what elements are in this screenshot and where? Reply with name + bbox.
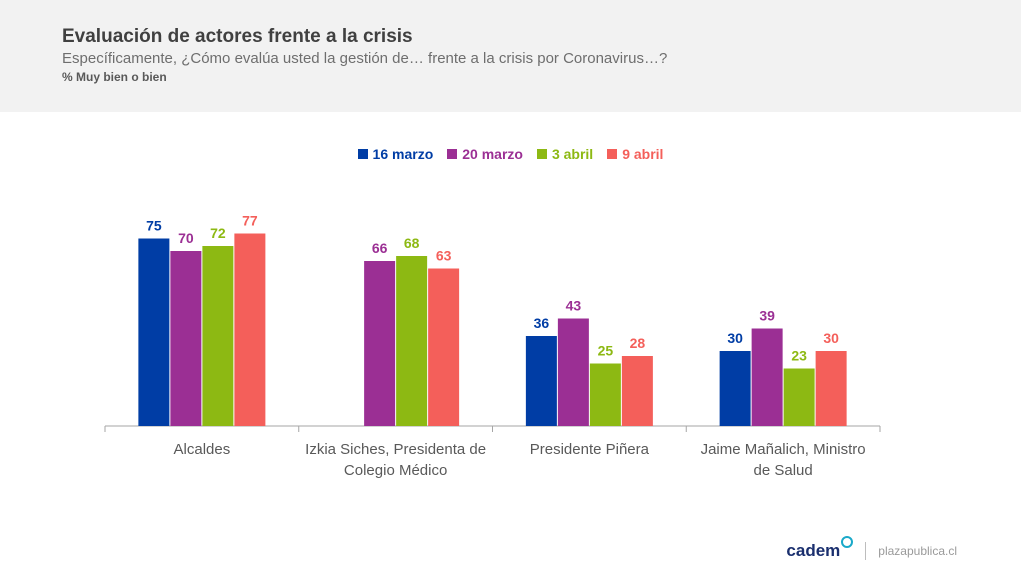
data-label: 72 <box>210 225 226 241</box>
data-label: 43 <box>566 298 582 314</box>
legend-item-0: 16 marzo <box>357 146 434 162</box>
bar <box>751 328 783 426</box>
legend-label: 20 marzo <box>462 146 523 162</box>
header-panel: Evaluación de actores frente a la crisis… <box>0 0 1021 112</box>
page-title: Evaluación de actores frente a la crisis <box>62 26 413 47</box>
data-label: 63 <box>436 248 452 264</box>
bar <box>396 256 428 426</box>
site-url: plazapublica.cl <box>878 544 957 558</box>
page-subtitle: Específicamente, ¿Cómo evalúa usted la g… <box>62 50 668 67</box>
legend-swatch <box>607 149 618 159</box>
measure-note: % Muy bien o bien <box>62 70 167 84</box>
category-label: Jaime Mañalich, Ministro <box>701 441 866 458</box>
data-label: 25 <box>598 343 614 359</box>
footer: cadem plazapublica.cl <box>786 536 957 561</box>
data-label: 68 <box>404 235 420 251</box>
chart-legend: 16 marzo 20 marzo 3 abril 9 abril <box>0 146 1021 162</box>
data-label: 30 <box>823 330 839 346</box>
bar <box>589 363 621 426</box>
category-label: Izkia Siches, Presidenta de <box>305 441 486 458</box>
data-label: 75 <box>146 218 162 234</box>
bar <box>783 368 815 426</box>
bar <box>557 318 589 426</box>
legend-swatch <box>357 149 368 159</box>
bar <box>138 238 170 426</box>
legend-swatch <box>536 149 547 159</box>
data-label: 28 <box>630 335 646 351</box>
category-label: de Salud <box>754 462 813 479</box>
data-label: 23 <box>791 348 807 364</box>
data-label: 36 <box>534 315 550 331</box>
logo-dot-icon <box>841 536 854 548</box>
bar <box>525 336 557 426</box>
bar <box>364 261 396 426</box>
bar <box>815 351 847 426</box>
category-label: Alcaldes <box>174 441 231 458</box>
legend-swatch <box>447 149 458 159</box>
bar <box>170 251 202 426</box>
legend-label: 16 marzo <box>372 146 434 162</box>
category-label: Presidente Piñera <box>530 441 650 458</box>
data-label: 66 <box>372 240 388 256</box>
legend-item-3: 9 abril <box>607 146 663 162</box>
category-label: Colegio Médico <box>344 462 447 479</box>
bar <box>719 351 751 426</box>
bar <box>202 246 234 426</box>
legend-item-2: 3 abril <box>536 146 594 162</box>
footer-divider <box>865 542 867 560</box>
data-label: 77 <box>242 213 258 229</box>
bar <box>234 233 266 426</box>
data-label: 30 <box>727 330 743 346</box>
data-label: 39 <box>759 308 775 324</box>
cadem-logo: cadem <box>786 536 854 561</box>
data-label: 70 <box>178 230 194 246</box>
legend-label: 9 abril <box>622 146 664 162</box>
bar <box>621 356 653 426</box>
bar <box>428 268 460 426</box>
legend-item-1: 20 marzo <box>447 146 523 162</box>
legend-label: 3 abril <box>551 146 594 162</box>
